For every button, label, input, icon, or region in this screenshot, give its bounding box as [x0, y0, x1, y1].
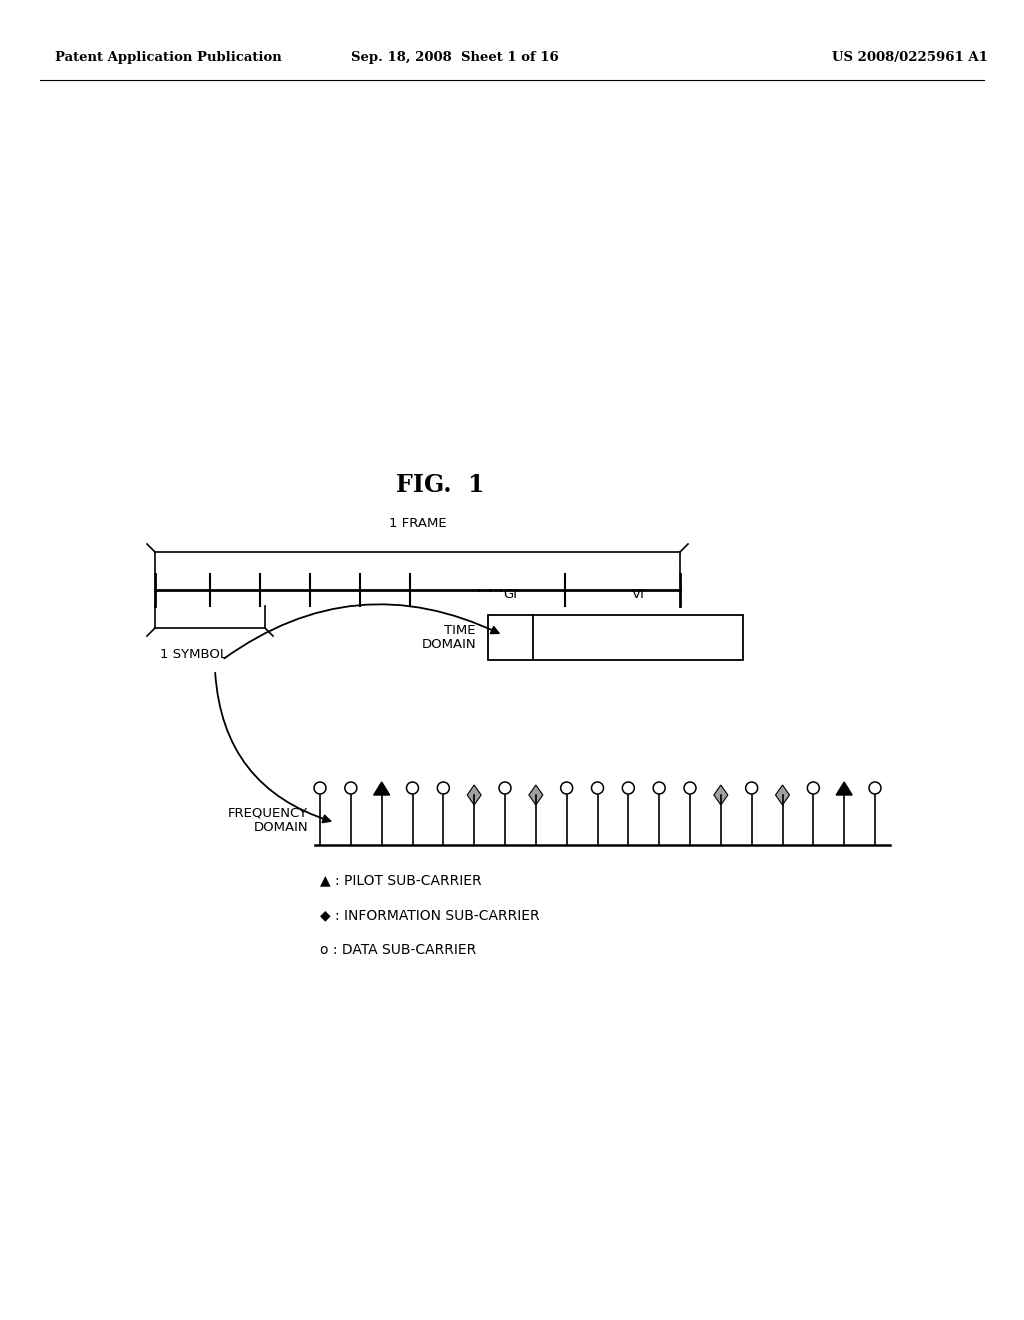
- Polygon shape: [528, 785, 543, 805]
- Text: FIG.  1: FIG. 1: [395, 473, 484, 498]
- Polygon shape: [714, 785, 728, 805]
- Text: ◆ : INFORMATION SUB-CARRIER: ◆ : INFORMATION SUB-CARRIER: [319, 908, 540, 921]
- Text: Sep. 18, 2008  Sheet 1 of 16: Sep. 18, 2008 Sheet 1 of 16: [351, 51, 559, 65]
- Polygon shape: [374, 781, 390, 795]
- Text: ▲ : PILOT SUB-CARRIER: ▲ : PILOT SUB-CARRIER: [319, 873, 481, 887]
- Bar: [488, 615, 743, 660]
- Text: US 2008/0225961 A1: US 2008/0225961 A1: [833, 51, 988, 65]
- Text: Patent Application Publication: Patent Application Publication: [55, 51, 282, 65]
- Text: . . .: . . .: [477, 581, 504, 595]
- Text: VI: VI: [632, 587, 644, 601]
- Polygon shape: [775, 785, 790, 805]
- Polygon shape: [837, 781, 852, 795]
- Text: 1 SYMBOL: 1 SYMBOL: [160, 648, 227, 661]
- Text: 1 FRAME: 1 FRAME: [389, 517, 446, 531]
- Text: GI: GI: [504, 587, 517, 601]
- Polygon shape: [467, 785, 481, 805]
- Text: TIME
DOMAIN: TIME DOMAIN: [421, 623, 476, 652]
- Text: FREQUENCY
DOMAIN: FREQUENCY DOMAIN: [228, 807, 308, 834]
- Text: o : DATA SUB-CARRIER: o : DATA SUB-CARRIER: [319, 942, 476, 957]
